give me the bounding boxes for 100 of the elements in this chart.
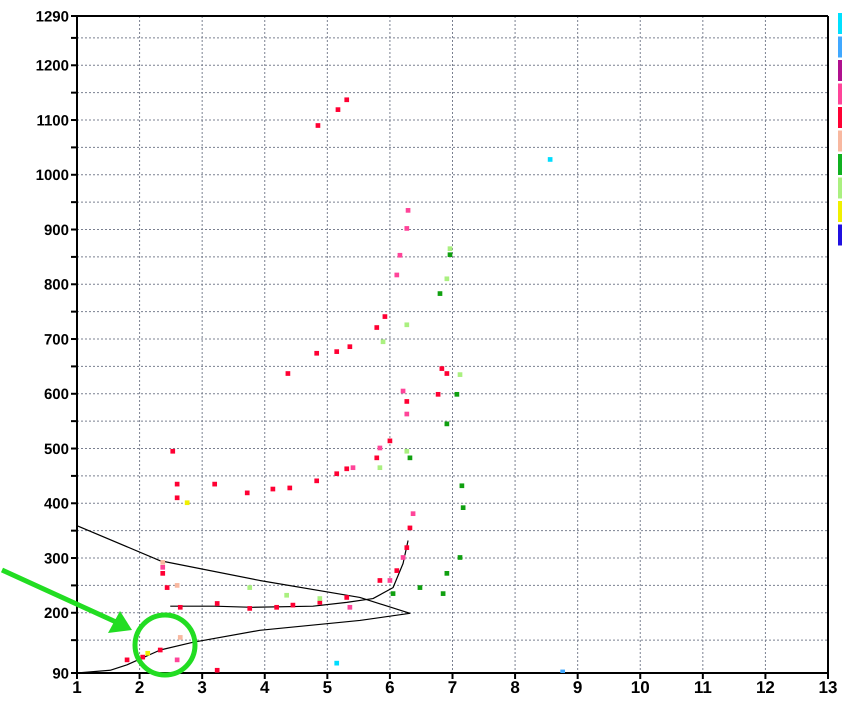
point [334,471,340,476]
point [444,276,450,282]
y-tick-label: 600 [44,386,69,404]
point [350,465,356,470]
y-tick-label: 1100 [36,112,69,130]
point [270,486,276,492]
point [444,371,450,376]
point [390,591,396,596]
point [408,526,412,530]
point [448,252,452,258]
point [410,511,416,516]
point [394,568,400,573]
point [158,648,163,652]
point [145,650,150,656]
point [174,482,180,486]
point [174,495,180,500]
y-tick-label: 900 [44,222,69,239]
point [344,466,350,472]
point [404,226,410,231]
point [178,635,183,640]
point [287,486,292,490]
point [314,350,320,356]
point [214,601,220,606]
point [388,438,392,444]
x-tick-label: 2 [134,678,144,698]
x-tick-label: 10 [630,678,650,698]
point [388,578,392,583]
point [398,252,402,258]
point [444,422,450,426]
point [406,208,410,213]
point [454,392,460,397]
x-tick-label: 9 [572,678,582,698]
point [380,339,386,344]
y-tick-label: 1200 [36,58,69,75]
point [460,505,466,510]
point [560,670,565,673]
x-tick-label: 13 [818,678,838,698]
point [404,412,410,416]
point [440,366,444,371]
point [400,388,406,394]
point [378,465,382,470]
point [378,578,382,583]
point [400,555,406,560]
point [458,555,462,560]
x-tick-label: 4 [260,678,270,698]
point [404,448,410,454]
point [394,272,400,278]
point [344,97,350,102]
point [174,583,180,588]
point [290,602,296,608]
point [404,545,410,550]
point [178,604,183,610]
point [458,372,462,377]
point [314,478,320,484]
point [164,585,170,590]
point [284,592,289,598]
y-tick-label: 300 [44,550,69,568]
point [348,344,352,350]
y-tick-label: 1290 [36,8,69,26]
point [247,606,252,611]
y-tick-label: 90 [52,665,69,682]
y-tick-label: 200 [44,605,69,622]
y-tick-label: 700 [44,331,69,348]
point [444,571,450,576]
y-tick-label: 500 [44,440,69,458]
point [244,490,250,496]
point [404,399,410,404]
point [374,455,380,460]
point [247,585,252,590]
y-tick-label: 800 [44,276,69,294]
point [448,246,452,252]
point [170,448,176,454]
y-tick-label: 1000 [36,167,69,184]
point [548,157,552,162]
point [460,483,464,488]
x-tick-label: 11 [694,678,712,698]
point [438,291,442,296]
point [382,314,388,319]
x-tick-label: 5 [322,678,332,698]
point [348,604,352,610]
point [336,107,340,112]
point [440,591,446,596]
point [334,349,340,354]
point [374,325,380,330]
x-tick-label: 12 [756,678,775,698]
point [184,500,190,506]
x-tick-label: 8 [510,678,520,698]
x-tick-label: 1 [72,678,82,698]
point [436,392,440,397]
point [124,658,130,662]
point [404,322,410,328]
point [160,571,166,576]
point [378,446,382,450]
x-tick-label: 3 [197,678,207,698]
point [174,658,180,662]
point [317,596,322,601]
point [316,123,320,128]
point [160,560,166,565]
point [286,371,290,376]
point [334,660,340,666]
